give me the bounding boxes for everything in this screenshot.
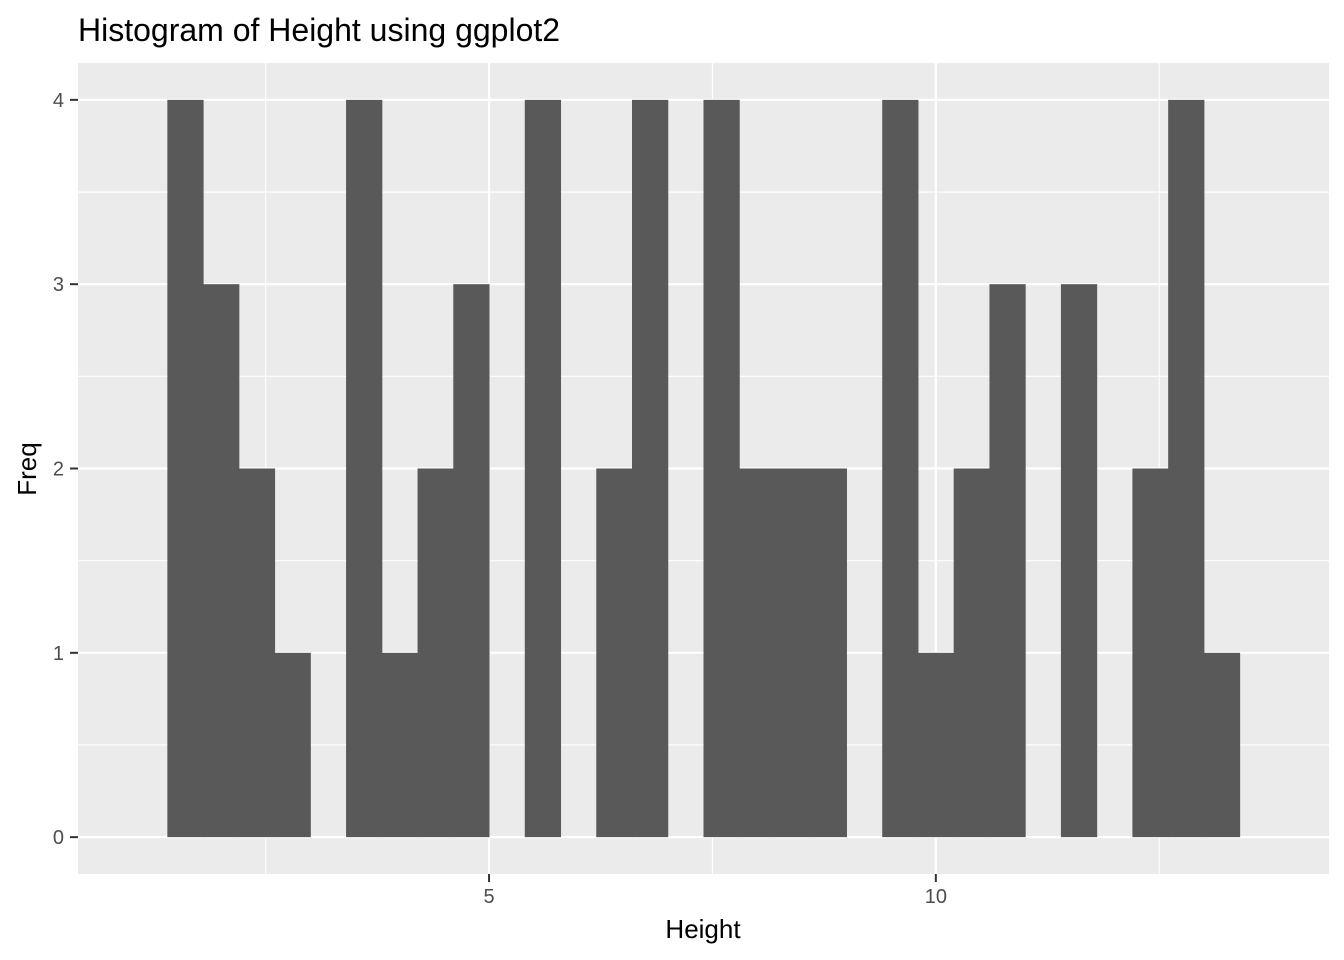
histogram-bar xyxy=(1132,468,1169,838)
histogram-bar xyxy=(274,652,311,838)
y-tick-label: 0 xyxy=(53,827,64,849)
histogram-bar xyxy=(1060,284,1098,838)
histogram-bar xyxy=(203,284,240,838)
histogram-bar xyxy=(453,284,490,838)
y-tick-label: 2 xyxy=(53,459,64,481)
histogram-bar xyxy=(917,652,955,838)
histogram-bars xyxy=(167,99,1241,838)
y-axis: 0 1 2 3 4 xyxy=(53,90,78,849)
histogram-bar xyxy=(167,99,204,838)
histogram-bar xyxy=(1168,99,1205,838)
y-axis-title: Freq xyxy=(12,442,42,495)
histogram-bar xyxy=(739,468,776,838)
histogram-bar xyxy=(703,99,740,838)
histogram-bar xyxy=(524,99,562,838)
y-tick-label: 3 xyxy=(53,274,64,296)
histogram-bar xyxy=(989,284,1026,838)
histogram-bar xyxy=(810,468,847,838)
histogram-bar xyxy=(882,99,919,838)
chart-title: Histogram of Height using ggplot2 xyxy=(78,12,560,48)
x-axis: 5 10 xyxy=(483,874,947,908)
y-tick-label: 1 xyxy=(53,643,64,665)
histogram-bar xyxy=(632,99,669,838)
x-axis-title: Height xyxy=(665,914,741,944)
y-tick-label: 4 xyxy=(53,90,64,112)
histogram-bar xyxy=(596,468,633,838)
histogram-bar xyxy=(238,468,276,838)
histogram-bar xyxy=(774,468,812,838)
histogram-bar xyxy=(417,468,454,838)
x-tick-label: 10 xyxy=(925,886,947,908)
histogram-bar xyxy=(1203,652,1241,838)
x-tick-label: 5 xyxy=(483,886,494,908)
histogram-bar xyxy=(381,652,419,838)
histogram-bar xyxy=(953,468,990,838)
histogram-bar xyxy=(346,99,383,838)
